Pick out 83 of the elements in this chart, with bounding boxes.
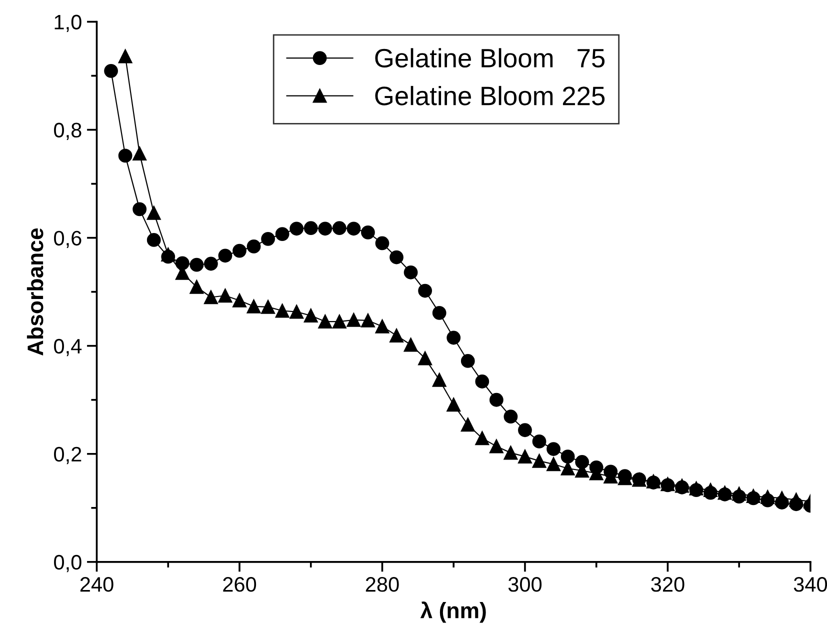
point bbox=[232, 294, 246, 308]
point bbox=[332, 314, 346, 328]
y-tick-label: 0,2 bbox=[54, 446, 82, 464]
x-tick-label: 340 bbox=[794, 577, 827, 592]
point bbox=[404, 265, 418, 280]
point bbox=[375, 236, 390, 250]
point bbox=[418, 284, 432, 298]
point bbox=[132, 202, 147, 216]
x-tick-label: 260 bbox=[223, 577, 256, 592]
x-tick-label: 300 bbox=[508, 577, 542, 592]
point bbox=[304, 308, 318, 323]
point bbox=[460, 418, 475, 432]
point bbox=[146, 206, 161, 220]
point bbox=[132, 146, 147, 161]
y-tick-label: 0,6 bbox=[54, 230, 82, 248]
point bbox=[118, 49, 132, 64]
point bbox=[504, 410, 518, 424]
x-tick-label: 320 bbox=[651, 577, 684, 592]
point bbox=[446, 398, 461, 412]
point bbox=[332, 221, 346, 236]
y-axis-title: Absorbance bbox=[26, 228, 44, 356]
point bbox=[375, 319, 390, 334]
point bbox=[460, 354, 475, 368]
y-tick-label: 0,0 bbox=[54, 554, 82, 572]
point bbox=[560, 462, 575, 476]
point bbox=[275, 304, 290, 318]
point bbox=[390, 328, 404, 343]
point bbox=[475, 374, 490, 388]
point bbox=[275, 227, 290, 241]
point bbox=[732, 486, 746, 501]
point bbox=[546, 457, 560, 472]
point bbox=[404, 338, 418, 352]
point bbox=[232, 244, 246, 258]
point bbox=[532, 454, 546, 468]
point bbox=[760, 490, 775, 504]
point bbox=[146, 233, 161, 247]
y-tick-label: 0,8 bbox=[54, 122, 82, 140]
point bbox=[432, 306, 446, 320]
point bbox=[318, 222, 332, 236]
point bbox=[432, 372, 446, 387]
point bbox=[489, 439, 504, 454]
point bbox=[546, 442, 560, 456]
y-tick-label: 0,4 bbox=[54, 338, 82, 356]
point bbox=[346, 222, 361, 236]
point bbox=[204, 256, 218, 271]
point bbox=[261, 232, 275, 246]
point bbox=[418, 351, 432, 366]
point bbox=[504, 446, 518, 460]
point bbox=[190, 280, 204, 294]
point bbox=[390, 250, 404, 264]
point bbox=[318, 314, 332, 328]
point bbox=[560, 450, 575, 464]
point bbox=[475, 431, 490, 446]
point bbox=[261, 300, 275, 314]
x-tick-label: 240 bbox=[80, 577, 114, 592]
point bbox=[290, 222, 304, 236]
point bbox=[361, 314, 375, 328]
legend-label: Gelatine Bloom 75 bbox=[375, 48, 605, 68]
point bbox=[789, 492, 804, 507]
point bbox=[346, 312, 361, 327]
point bbox=[518, 450, 532, 464]
point bbox=[704, 483, 718, 498]
legend-label: Gelatine Bloom 225 bbox=[375, 86, 605, 106]
point bbox=[746, 489, 760, 503]
point bbox=[290, 304, 304, 319]
y-tick-label: 1,0 bbox=[54, 14, 82, 32]
x-axis-title: λ (nm) bbox=[420, 601, 486, 623]
point bbox=[532, 434, 546, 448]
point bbox=[246, 240, 261, 254]
point bbox=[246, 299, 261, 314]
point bbox=[104, 64, 118, 78]
x-tick-label: 280 bbox=[366, 577, 399, 592]
point bbox=[218, 248, 232, 263]
point bbox=[204, 290, 218, 304]
point bbox=[774, 491, 789, 506]
point bbox=[446, 330, 461, 345]
point bbox=[190, 258, 204, 272]
point bbox=[218, 288, 232, 303]
point bbox=[489, 392, 504, 407]
point bbox=[304, 221, 318, 236]
point bbox=[118, 148, 132, 163]
point bbox=[518, 423, 532, 438]
point bbox=[361, 225, 375, 240]
